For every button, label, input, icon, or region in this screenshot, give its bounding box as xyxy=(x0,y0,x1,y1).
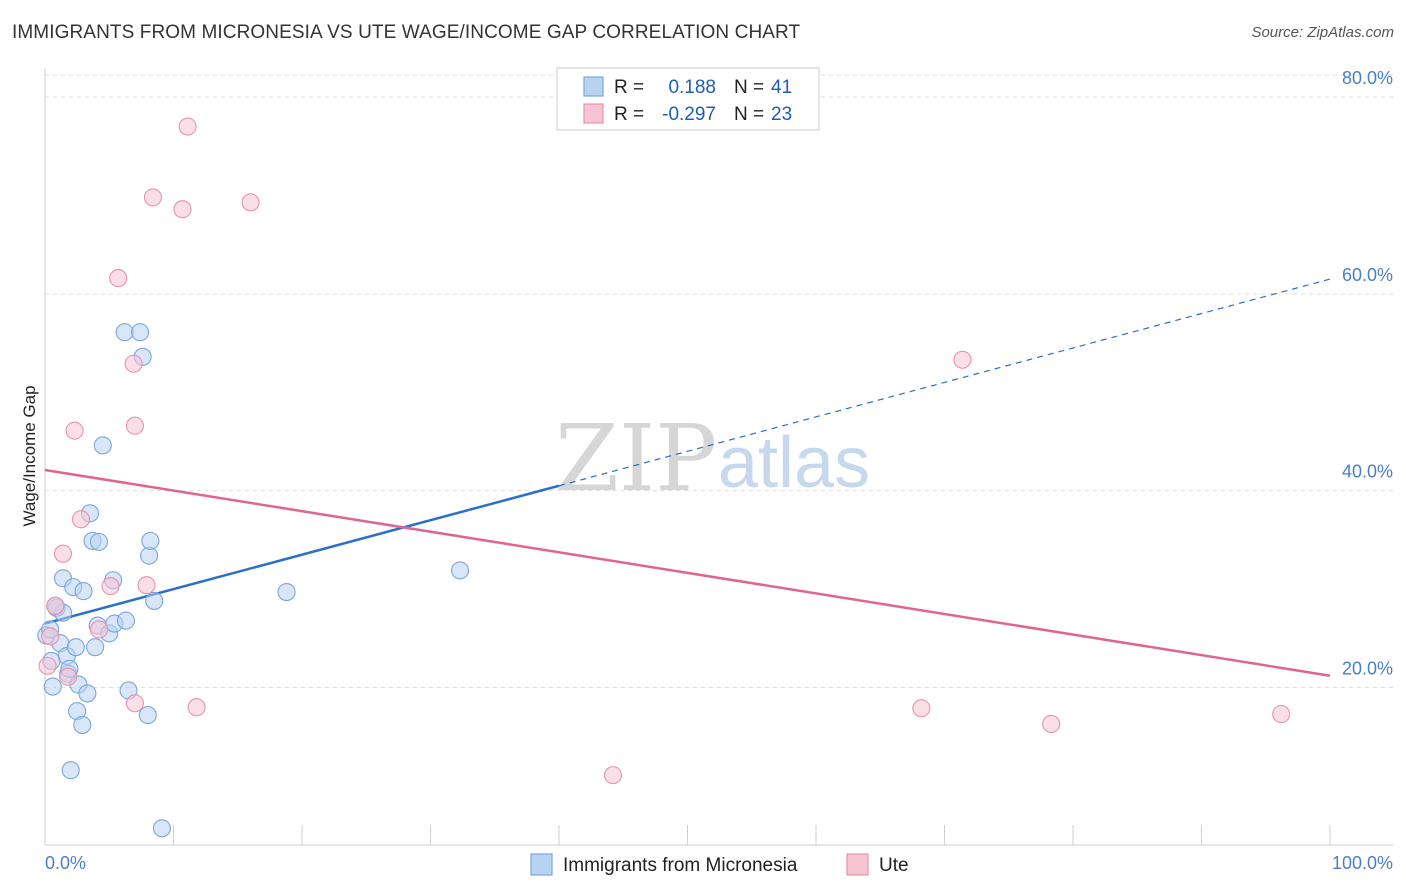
blue-point xyxy=(451,561,470,580)
pink-point xyxy=(38,656,57,675)
blue-point xyxy=(131,323,150,342)
pink-point xyxy=(173,200,192,219)
pink-point xyxy=(603,766,623,785)
bottom-legend-label: Ute xyxy=(879,855,909,876)
pink-point xyxy=(125,416,144,435)
y-tick-label: 80.0% xyxy=(1342,68,1393,88)
x-tick-label: 0.0% xyxy=(45,853,86,873)
watermark-zip: ZIP xyxy=(555,405,717,512)
source-label: Source: ZipAtlas.com xyxy=(1251,24,1394,41)
chart-title: IMMIGRANTS FROM MICRONESIA VS UTE WAGE/I… xyxy=(12,22,801,43)
pink-point xyxy=(912,699,931,718)
correlation-legend: R = 0.188 N = 41 R = -0.297 N = 23 xyxy=(556,67,820,131)
bottom-legend-label: Immigrants from Micronesia xyxy=(563,855,798,876)
legend-n-label: N = xyxy=(734,104,764,125)
blue-point xyxy=(66,638,85,657)
legend-n-label: N = xyxy=(734,77,764,98)
pink-point xyxy=(89,620,109,639)
y-tick-label: 60.0% xyxy=(1342,265,1393,285)
blue-point xyxy=(43,677,62,696)
blue-point xyxy=(145,591,164,610)
legend-n-value: 41 xyxy=(771,77,792,98)
pink-point xyxy=(241,193,260,212)
pink-point xyxy=(41,627,60,646)
pink-point xyxy=(71,510,91,529)
trend-line-dashed xyxy=(558,278,1331,487)
blue-point xyxy=(116,611,136,630)
watermark-atlas: atlas xyxy=(718,423,870,503)
blue-point xyxy=(89,532,109,551)
blue-point xyxy=(141,531,160,550)
pink-point xyxy=(143,188,162,207)
trend-lines xyxy=(44,278,1331,677)
blue-point xyxy=(93,436,112,455)
pink-point xyxy=(1272,705,1291,724)
blue-point xyxy=(138,706,157,725)
x-tick-labels: 0.0% 100.0% xyxy=(45,853,1393,873)
legend-swatch-pink xyxy=(583,103,604,124)
legend-n-value: 23 xyxy=(771,104,792,125)
legend-r-label: R = xyxy=(614,77,644,98)
blue-point xyxy=(73,715,92,734)
pink-point xyxy=(101,577,120,596)
watermark: ZIP atlas xyxy=(555,405,870,512)
pink-point xyxy=(1042,714,1061,733)
pink-point xyxy=(109,269,128,288)
blue-point xyxy=(115,323,134,342)
pink-point xyxy=(125,694,144,713)
pink-point xyxy=(187,698,206,717)
pink-point xyxy=(53,544,73,563)
pink-point xyxy=(46,596,65,615)
blue-point xyxy=(78,684,97,703)
pink-point xyxy=(137,576,156,595)
pink-point xyxy=(178,117,197,136)
legend-r-value: -0.297 xyxy=(662,104,716,125)
blue-point xyxy=(152,819,171,838)
blue-point xyxy=(86,638,105,657)
pink-point xyxy=(65,421,84,440)
y-tick-label: 20.0% xyxy=(1342,659,1393,679)
legend-r-value: 0.188 xyxy=(668,77,716,98)
data-points xyxy=(37,117,1291,838)
legend-swatch-blue xyxy=(583,76,604,97)
y-axis-label: Wage/Income Gap xyxy=(20,385,39,526)
pink-point xyxy=(953,350,972,369)
bottom-legend-swatch-pink xyxy=(846,853,869,876)
trend-line xyxy=(44,468,1331,677)
y-tick-label: 40.0% xyxy=(1342,462,1393,482)
y-tick-labels: 20.0% 40.0% 60.0% 80.0% xyxy=(1342,68,1393,679)
trend-line-solid xyxy=(44,484,560,625)
bottom-legend-swatch-blue xyxy=(530,853,553,876)
x-tick-label: 100.0% xyxy=(1332,853,1393,873)
blue-point xyxy=(277,583,296,602)
blue-point xyxy=(61,761,80,780)
pink-point xyxy=(124,354,143,373)
gridlines xyxy=(45,74,1393,689)
bottom-legend: Immigrants from Micronesia Ute xyxy=(530,853,909,876)
axes xyxy=(44,68,1393,846)
pink-point xyxy=(59,667,78,686)
blue-point xyxy=(74,582,93,601)
legend-r-label: R = xyxy=(614,104,644,125)
